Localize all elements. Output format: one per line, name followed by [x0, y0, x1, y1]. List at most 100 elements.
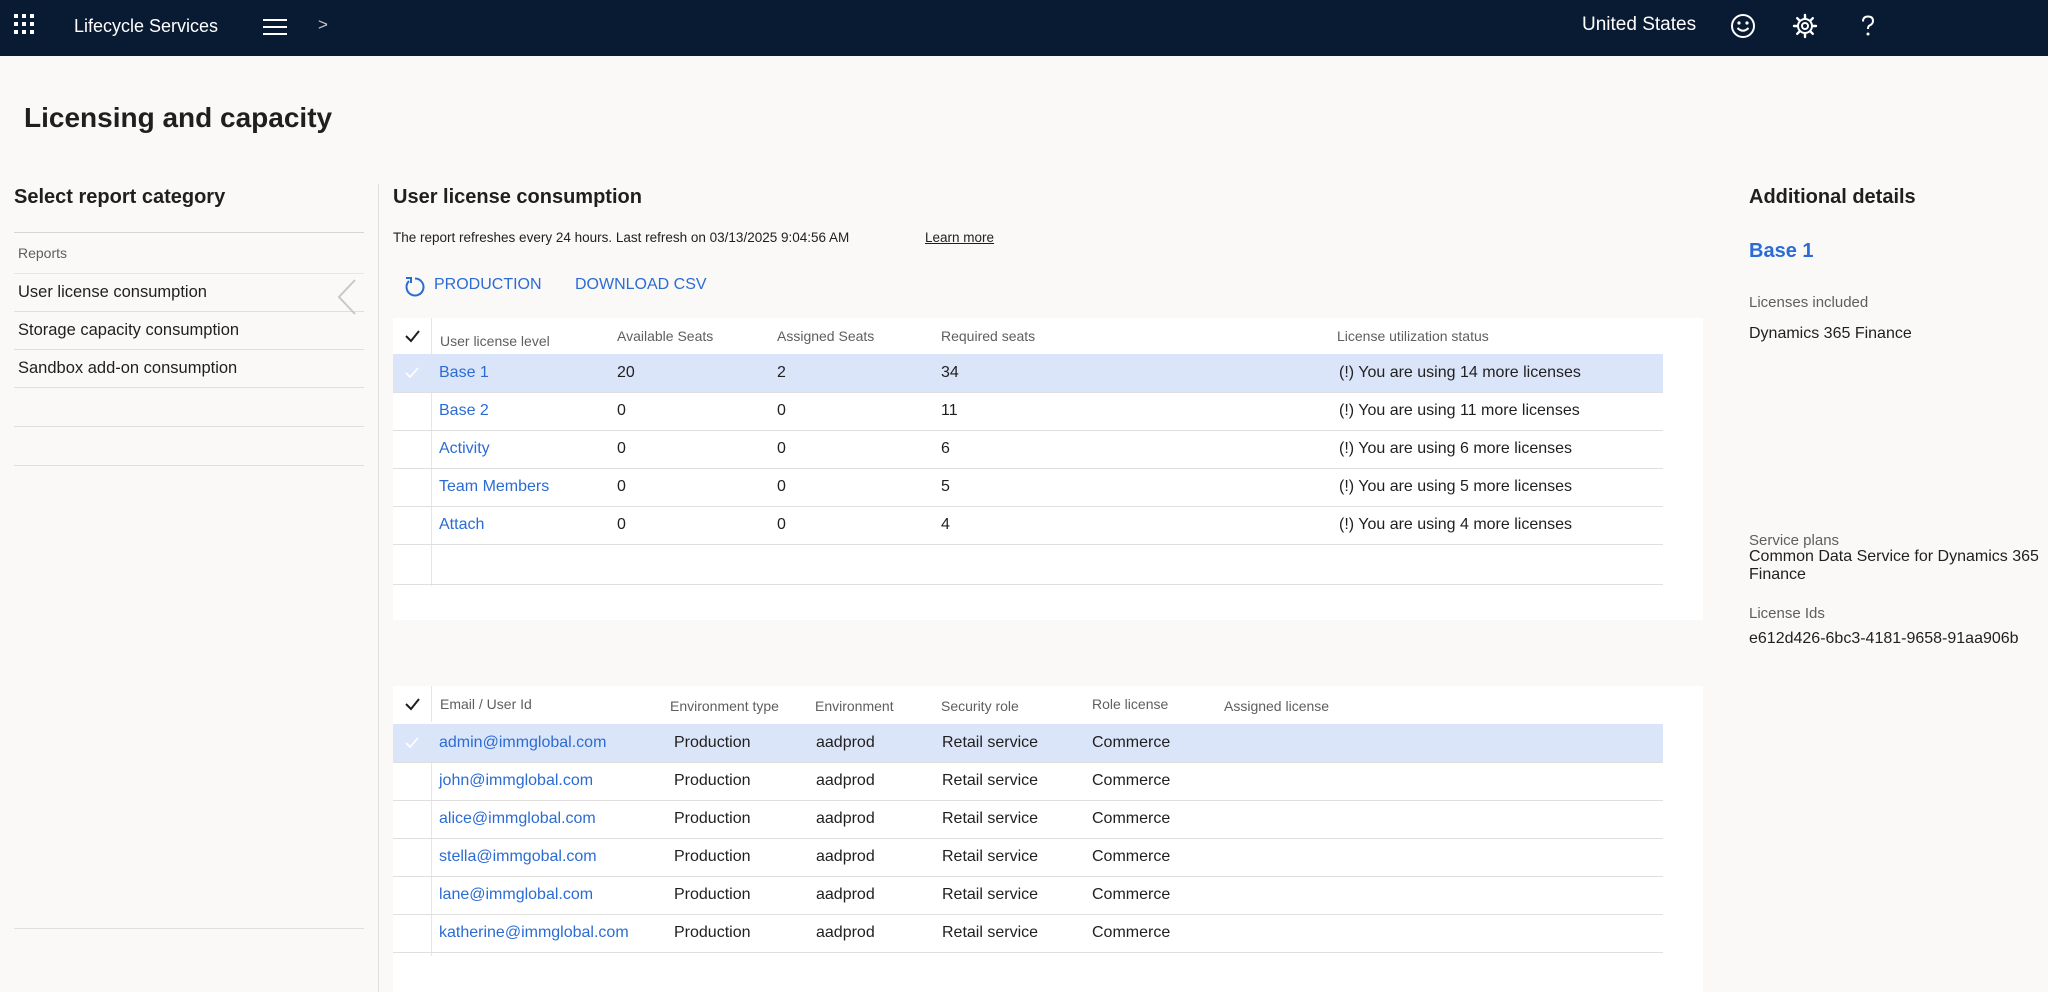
report-item-sandbox-addon[interactable]: Sandbox add-on consumption [14, 350, 364, 388]
report-item-label: User license consumption [18, 283, 207, 301]
column-divider [431, 724, 432, 956]
license-row[interactable]: Attach 0 0 4 (!) You are using 4 more li… [393, 506, 1663, 545]
role-license: Commerce [1092, 772, 1171, 789]
user-email-link[interactable]: john@immglobal.com [439, 772, 594, 789]
report-category-list: Reports User license consumption Storage… [14, 232, 364, 466]
license-level-link[interactable]: Activity [439, 440, 490, 457]
role-license: Commerce [1092, 886, 1171, 903]
environment: aadprod [816, 886, 875, 903]
user-row[interactable]: katherine@immglobal.com Production aadpr… [393, 914, 1663, 953]
row-check-icon[interactable] [403, 364, 421, 382]
col-header-environment[interactable]: Environment [815, 698, 894, 714]
license-level-link[interactable]: Base 1 [439, 364, 489, 381]
role-license: Commerce [1092, 848, 1171, 865]
license-level-link[interactable]: Team Members [439, 478, 550, 495]
refresh-text: The report refreshes every 24 hours. Las… [393, 230, 850, 245]
row-check-icon[interactable] [403, 734, 421, 752]
user-row[interactable]: lane@immglobal.com Production aadprod Re… [393, 876, 1663, 915]
assigned-seats: 2 [777, 364, 786, 381]
top-navigation-bar: Lifecycle Services > United States [0, 0, 2048, 56]
col-header-utilization-status[interactable]: License utilization status [1337, 328, 1489, 344]
section-title: User license consumption [393, 186, 642, 208]
selected-license-name: Base 1 [1749, 240, 1814, 262]
collapse-panel-icon[interactable] [336, 278, 358, 316]
license-row[interactable]: Activity 0 0 6 (!) You are using 6 more … [393, 430, 1663, 469]
app-title[interactable]: Lifecycle Services [74, 16, 219, 36]
col-header-required-seats[interactable]: Required seats [941, 328, 1036, 344]
col-header-environment-type[interactable]: Environment type [670, 698, 779, 714]
user-email-link[interactable]: alice@immglobal.com [439, 810, 596, 827]
user-email-link[interactable]: admin@immglobal.com [439, 734, 607, 751]
report-item-label: Storage capacity consumption [18, 321, 240, 339]
col-header-role-license[interactable]: Role license [1092, 696, 1169, 712]
licenses-included-value: Dynamics 365 Finance [1749, 325, 1912, 342]
learn-more-link[interactable]: Learn more [925, 230, 995, 245]
col-header-assigned-license[interactable]: Assigned license [1224, 698, 1330, 714]
col-header-license-level[interactable]: User license level [440, 333, 550, 349]
breadcrumb-separator: > [318, 15, 328, 34]
license-level-link[interactable]: Attach [439, 516, 485, 533]
page-title: Licensing and capacity [24, 102, 333, 133]
license-level-link[interactable]: Base 2 [439, 402, 489, 419]
details-title: Additional details [1749, 186, 1916, 208]
security-role: Retail service [942, 848, 1039, 865]
col-header-security-role[interactable]: Security role [941, 698, 1019, 714]
user-row[interactable]: john@immglobal.com Production aadprod Re… [393, 762, 1663, 801]
gear-icon[interactable] [1791, 12, 1819, 40]
additional-details-panel: Additional details Base 1 Licenses inclu… [1749, 186, 2048, 647]
user-row[interactable]: admin@immglobal.com Production aadprod R… [393, 724, 1663, 763]
license-row[interactable]: Base 2 0 0 11 (!) You are using 11 more … [393, 392, 1663, 431]
refresh-icon[interactable] [403, 275, 427, 299]
user-row[interactable]: stella@immgobal.com Production aadprod R… [393, 838, 1663, 877]
license-row[interactable]: Base 1 20 2 34 (!) You are using 14 more… [393, 354, 1663, 393]
license-row[interactable]: Team Members 0 0 5 (!) You are using 5 m… [393, 468, 1663, 507]
select-all-checkbox[interactable] [393, 686, 432, 722]
available-seats: 0 [617, 440, 626, 457]
available-seats: 20 [617, 364, 635, 381]
col-header-assigned-seats[interactable]: Assigned Seats [777, 328, 875, 344]
role-license: Commerce [1092, 924, 1171, 941]
report-item-storage-capacity[interactable]: Storage capacity consumption [14, 312, 364, 350]
report-category-panel: Select report category Reports User lice… [14, 186, 364, 466]
environment: aadprod [816, 772, 875, 789]
help-icon[interactable] [1854, 12, 1882, 40]
user-email-link[interactable]: lane@immglobal.com [439, 886, 594, 903]
service-plans-value-cont: Finance [1749, 566, 1806, 583]
user-row[interactable]: alice@immglobal.com Production aadprod R… [393, 800, 1663, 839]
select-all-checkbox[interactable] [393, 318, 432, 354]
available-seats: 0 [617, 516, 626, 533]
role-license: Commerce [1092, 810, 1171, 827]
user-email-link[interactable]: katherine@immglobal.com [439, 924, 629, 941]
user-email-link[interactable]: stella@immgobal.com [439, 848, 597, 865]
empty-list-row [14, 427, 364, 466]
apps-waffle-icon[interactable] [12, 12, 36, 36]
service-plans-label: Service plans [1749, 532, 1840, 549]
required-seats: 34 [941, 364, 959, 381]
utilization-status: (!) You are using 6 more licenses [1339, 440, 1573, 457]
user-assignment-table: Email / User Id Environment type Environ… [393, 686, 1703, 992]
user-table-header: Email / User Id Environment type Environ… [393, 686, 1663, 722]
region-selector[interactable]: United States [1582, 14, 1697, 35]
report-item-user-license[interactable]: User license consumption [14, 274, 364, 315]
environment-type: Production [674, 848, 751, 865]
licenses-included-label: Licenses included [1749, 294, 1869, 311]
security-role: Retail service [942, 810, 1039, 827]
environment: aadprod [816, 924, 875, 941]
user-license-consumption-panel: User license consumption The report refr… [393, 186, 1703, 297]
report-category-title: Select report category [14, 186, 226, 208]
col-header-available-seats[interactable]: Available Seats [617, 328, 714, 344]
smiley-feedback-icon[interactable] [1729, 12, 1757, 40]
required-seats: 6 [941, 440, 950, 457]
col-header-email[interactable]: Email / User Id [440, 696, 532, 712]
environment-type: Production [674, 886, 751, 903]
download-csv-button[interactable]: DOWNLOAD CSV [575, 276, 707, 293]
production-button[interactable]: PRODUCTION [434, 276, 542, 293]
available-seats: 0 [617, 402, 626, 419]
environment-type: Production [674, 772, 751, 789]
refresh-info: The report refreshes every 24 hours. Las… [393, 230, 994, 245]
hamburger-menu-icon[interactable] [262, 16, 288, 38]
security-role: Retail service [942, 772, 1039, 789]
license-ids-label: License Ids [1749, 605, 1825, 622]
column-divider [431, 354, 432, 586]
environment-type: Production [674, 734, 751, 751]
